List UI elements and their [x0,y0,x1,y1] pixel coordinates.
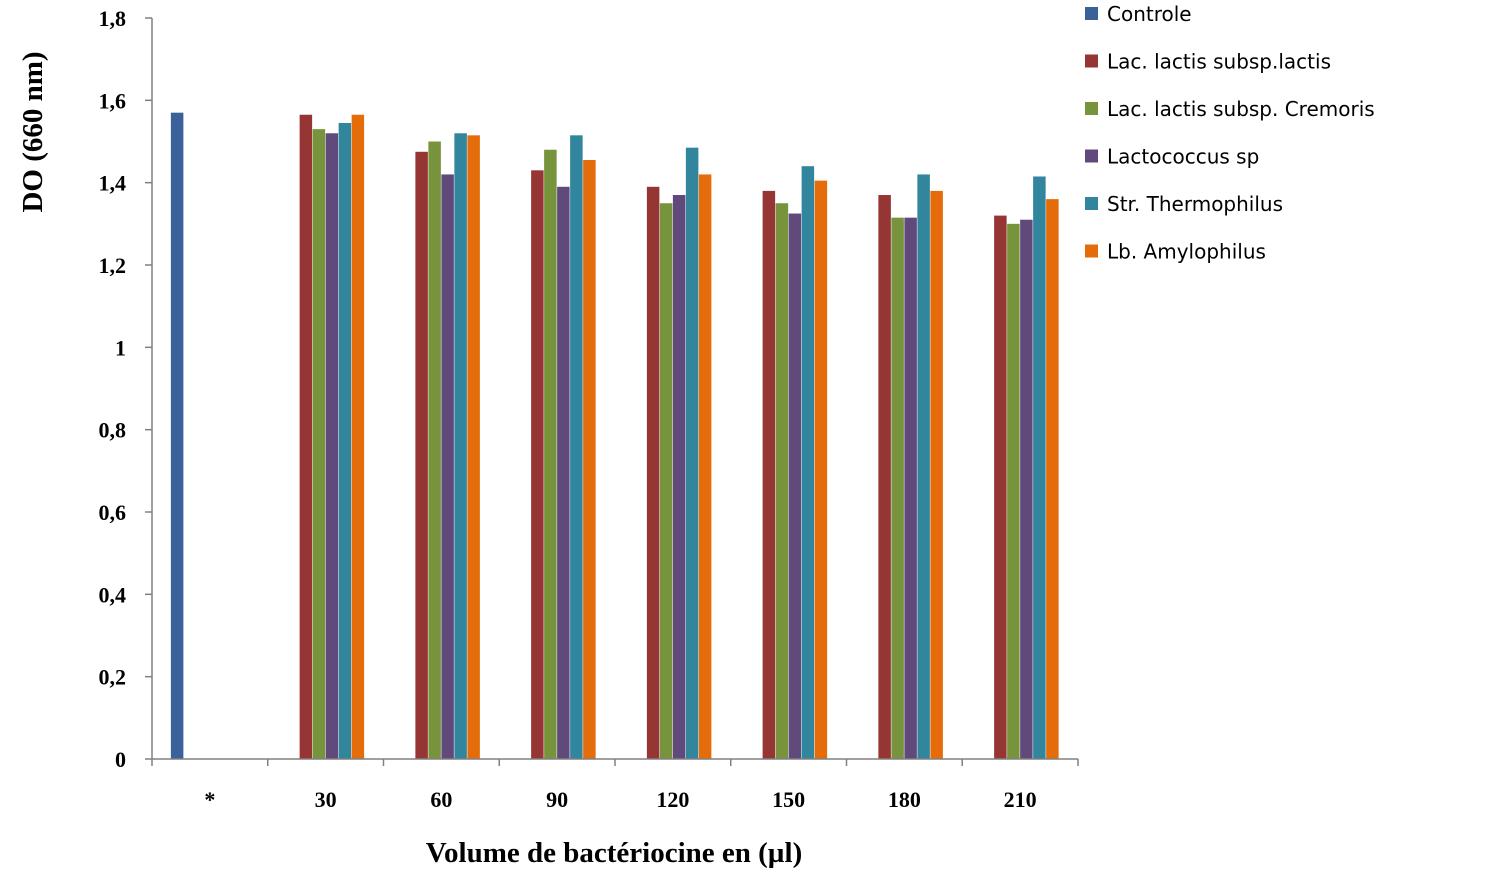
bar [338,122,352,760]
bar [467,135,480,759]
bar [1046,199,1059,760]
bar [415,151,428,759]
y-tick-label: 1,2 [99,253,127,278]
plot-area [170,112,1059,760]
bar [762,190,776,759]
y-tick-label: 0,2 [99,665,127,690]
x-tick-label: 30 [315,787,337,812]
bar [325,133,339,759]
bar [917,174,930,759]
bar [583,160,596,759]
legend-swatch [1085,197,1098,210]
y-tick-label: 0,8 [99,418,127,443]
bar [930,190,943,759]
bar [1007,223,1020,760]
legend: Controle Lac. lactis subsp.lactis Lac. lac… [1085,2,1375,264]
bar [428,141,441,759]
bar [570,135,583,759]
bar [891,217,904,760]
bar [441,174,454,759]
x-tick-label: 180 [888,787,921,812]
bar [170,112,184,759]
x-tick-label: 120 [656,787,689,812]
bar [994,215,1007,760]
bar [531,170,544,760]
x-axis: * 30 60 90 120 150 180 210 [151,758,1079,812]
bar [904,217,917,760]
bar [788,213,802,759]
legend-label: Lactococcus sp [1107,145,1259,169]
legend-swatch [1085,149,1098,163]
y-tick-label: 1,4 [99,171,127,196]
bar [351,114,365,759]
bar [1033,176,1046,759]
bar [544,149,557,759]
bar [646,186,660,760]
legend-swatch [1085,54,1098,68]
y-tick-label: 0,6 [99,500,127,525]
y-axis-title: DO (660 nm) [17,51,49,212]
legend-label: Lac. lactis subsp. Cremoris [1107,97,1375,121]
legend-label: Lac. lactis subsp.lactis [1107,50,1331,74]
y-tick-label: 1,8 [99,6,127,31]
x-tick-label: * [204,787,215,812]
y-tick-label: 1 [115,335,126,360]
legend-label: Lb. Amylophilus [1107,240,1266,264]
x-axis-title: Volume de bactériocine en (µl) [426,837,802,869]
x-tick-label: 60 [430,787,452,812]
legend-label: Controle [1107,2,1192,26]
bar [775,203,789,759]
legend-swatch [1085,7,1098,20]
y-tick-label: 1,6 [99,88,127,113]
bar [1020,219,1033,759]
x-tick-label: 90 [546,787,568,812]
bar [814,180,828,759]
x-tick-label: 150 [772,787,805,812]
bar [878,195,891,759]
bar [557,186,570,760]
x-tick-label: 210 [1004,787,1037,812]
y-tick-label: 0,4 [99,582,127,607]
bar [454,133,467,759]
legend-label: Str. Thermophilus [1107,192,1283,216]
bar [801,166,815,759]
legend-swatch [1085,102,1098,115]
bar [659,203,673,759]
y-tick-label: 0 [115,747,126,772]
bar [685,147,699,760]
bar [672,195,686,759]
bar [299,114,313,759]
legend-swatch [1085,244,1098,258]
bar [312,129,326,759]
bar [698,174,712,759]
y-axis: 0 0,2 0,4 0,6 0,8 1 1,2 1,4 1,6 1,8 [99,6,153,772]
